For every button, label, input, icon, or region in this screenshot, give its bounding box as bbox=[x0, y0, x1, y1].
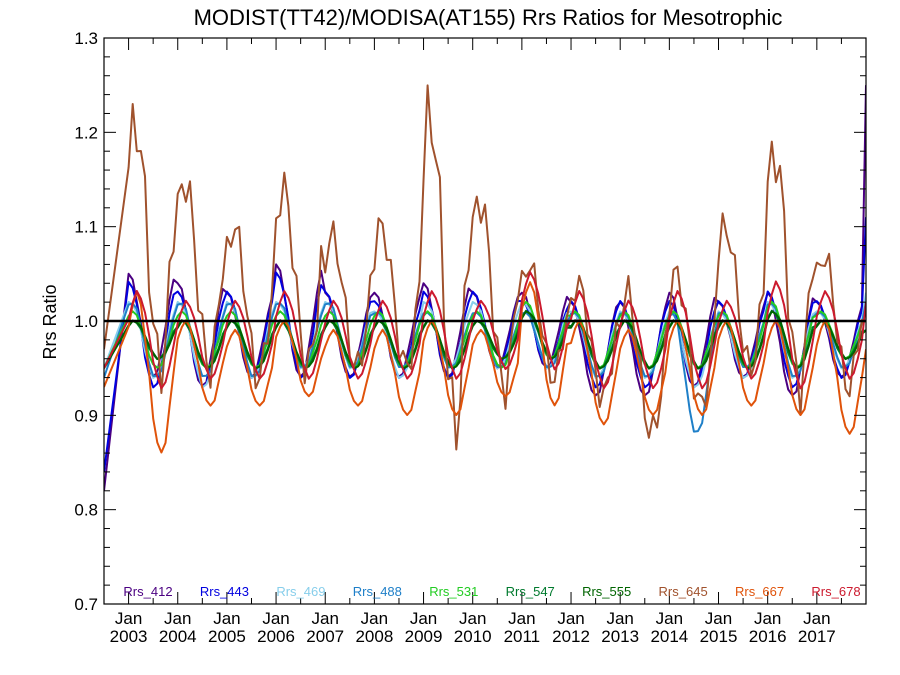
plot-area bbox=[104, 84, 866, 491]
x-tick-label-year: 2017 bbox=[798, 627, 836, 646]
legend-entry-Rrs_531: Rrs_531 bbox=[429, 584, 478, 599]
legend-entry-Rrs_678: Rrs_678 bbox=[811, 584, 860, 599]
series-line-Rrs_645 bbox=[104, 84, 866, 451]
series-line-Rrs_667 bbox=[104, 281, 866, 454]
x-tick-label-month: Jan bbox=[606, 609, 633, 628]
x-tick-label-month: Jan bbox=[557, 609, 584, 628]
x-tick-label-year: 2007 bbox=[306, 627, 344, 646]
series-line-Rrs_443 bbox=[104, 217, 866, 473]
x-tick-label-month: Jan bbox=[508, 609, 535, 628]
x-tick-label-year: 2010 bbox=[454, 627, 492, 646]
series-line-Rrs_678 bbox=[104, 271, 866, 390]
axes: 0.70.80.91.01.11.21.3Jan2003Jan2004Jan20… bbox=[74, 29, 867, 646]
legend-entry-Rrs_555: Rrs_555 bbox=[582, 584, 631, 599]
x-tick-label-year: 2008 bbox=[355, 627, 393, 646]
x-tick-label-month: Jan bbox=[213, 609, 240, 628]
x-tick-label-month: Jan bbox=[164, 609, 191, 628]
x-tick-label-year: 2016 bbox=[749, 627, 787, 646]
x-tick-label-year: 2005 bbox=[208, 627, 246, 646]
x-tick-label-year: 2011 bbox=[504, 627, 541, 646]
x-tick-label-month: Jan bbox=[754, 609, 781, 628]
legend-entry-Rrs_443: Rrs_443 bbox=[200, 584, 249, 599]
legend-entry-Rrs_469: Rrs_469 bbox=[276, 584, 325, 599]
x-tick-label-year: 2004 bbox=[159, 627, 197, 646]
series-line-Rrs_412 bbox=[104, 85, 866, 491]
legend-entry-Rrs_667: Rrs_667 bbox=[735, 584, 784, 599]
y-tick-label: 1.0 bbox=[74, 312, 98, 331]
chart-title: MODIST(TT42)/MODISA(AT155) Rrs Ratios fo… bbox=[194, 5, 783, 30]
x-tick-label-month: Jan bbox=[115, 609, 142, 628]
x-tick-label-month: Jan bbox=[459, 609, 486, 628]
x-tick-label-year: 2013 bbox=[601, 627, 639, 646]
legend-entry-Rrs_547: Rrs_547 bbox=[506, 584, 555, 599]
x-tick-label-month: Jan bbox=[361, 609, 388, 628]
y-tick-label: 1.2 bbox=[74, 123, 98, 142]
y-tick-label: 1.3 bbox=[74, 29, 98, 48]
x-tick-label-year: 2014 bbox=[650, 627, 688, 646]
legend-entry-Rrs_488: Rrs_488 bbox=[353, 584, 402, 599]
x-tick-label-month: Jan bbox=[803, 609, 830, 628]
x-tick-label-month: Jan bbox=[656, 609, 683, 628]
y-tick-label: 0.9 bbox=[74, 406, 98, 425]
x-tick-label-month: Jan bbox=[705, 609, 732, 628]
x-tick-label-year: 2006 bbox=[257, 627, 295, 646]
series-line-Rrs_555 bbox=[104, 310, 866, 370]
x-tick-label-year: 2015 bbox=[700, 627, 738, 646]
x-tick-label-year: 2012 bbox=[552, 627, 590, 646]
x-tick-label-month: Jan bbox=[410, 609, 437, 628]
legend-entry-Rrs_412: Rrs_412 bbox=[123, 584, 172, 599]
y-axis-label: Rrs Ratio bbox=[40, 284, 60, 359]
x-tick-label-month: Jan bbox=[262, 609, 289, 628]
y-tick-label: 0.7 bbox=[74, 595, 98, 614]
x-tick-label-month: Jan bbox=[312, 609, 339, 628]
legend: Rrs_412 Rrs_443 Rrs_469 Rrs_488 Rrs_531 Rrs_5… bbox=[123, 584, 860, 599]
x-tick-label-year: 2003 bbox=[110, 627, 148, 646]
y-tick-label: 0.8 bbox=[74, 501, 98, 520]
y-tick-label: 1.1 bbox=[74, 218, 98, 237]
legend-entry-Rrs_645: Rrs_645 bbox=[659, 584, 708, 599]
x-tick-label-year: 2009 bbox=[405, 627, 443, 646]
